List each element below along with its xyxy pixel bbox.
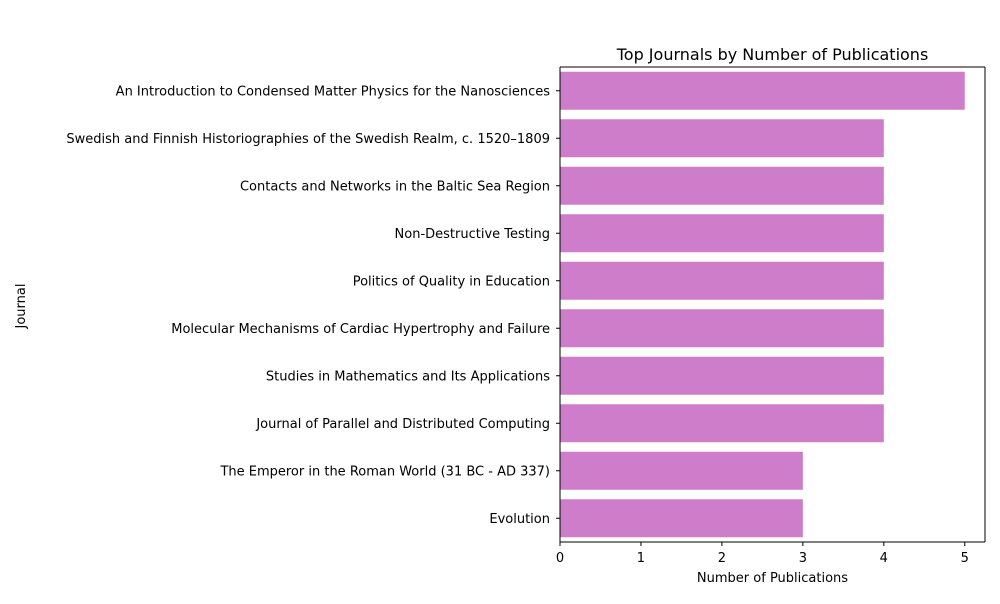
bar bbox=[560, 404, 884, 443]
bar bbox=[560, 261, 884, 300]
x-tick-label: 1 bbox=[637, 551, 645, 566]
y-tick-label: Studies in Mathematics and Its Applicati… bbox=[266, 369, 550, 384]
y-tick-label: Non-Destructive Testing bbox=[395, 227, 550, 242]
bar bbox=[560, 356, 884, 395]
y-tick-label: An Introduction to Condensed Matter Phys… bbox=[116, 84, 551, 99]
y-tick-label: Molecular Mechanisms of Cardiac Hypertro… bbox=[171, 322, 550, 337]
y-tick-label: Journal of Parallel and Distributed Comp… bbox=[255, 417, 550, 432]
bar bbox=[560, 166, 884, 205]
y-tick-label: The Emperor in the Roman World (31 BC - … bbox=[219, 464, 550, 479]
bar bbox=[560, 451, 803, 490]
y-tick-label: Politics of Quality in Education bbox=[353, 274, 550, 289]
x-tick-label: 2 bbox=[718, 551, 726, 566]
y-tick-label: Swedish and Finnish Historiographies of … bbox=[66, 132, 550, 147]
y-ticks-layer: An Introduction to Condensed Matter Phys… bbox=[66, 84, 560, 527]
x-tick-label: 5 bbox=[961, 551, 969, 566]
y-tick-label: Contacts and Networks in the Baltic Sea … bbox=[240, 179, 550, 194]
y-axis-label: Journal bbox=[14, 284, 29, 330]
bars-layer bbox=[560, 71, 965, 538]
x-axis-label: Number of Publications bbox=[697, 571, 848, 586]
x-ticks-layer: 0 1 2 3 4 5 bbox=[556, 542, 969, 566]
bar bbox=[560, 309, 884, 348]
x-tick-label: 4 bbox=[880, 551, 888, 566]
bar bbox=[560, 71, 965, 110]
x-tick-label: 3 bbox=[799, 551, 807, 566]
bar bbox=[560, 499, 803, 538]
y-tick-label: Evolution bbox=[489, 512, 550, 527]
bar bbox=[560, 214, 884, 253]
bar bbox=[560, 119, 884, 158]
axes-layer bbox=[559, 66, 986, 543]
chart-title: Top Journals by Number of Publications bbox=[616, 45, 929, 64]
x-tick-label: 0 bbox=[556, 551, 564, 566]
